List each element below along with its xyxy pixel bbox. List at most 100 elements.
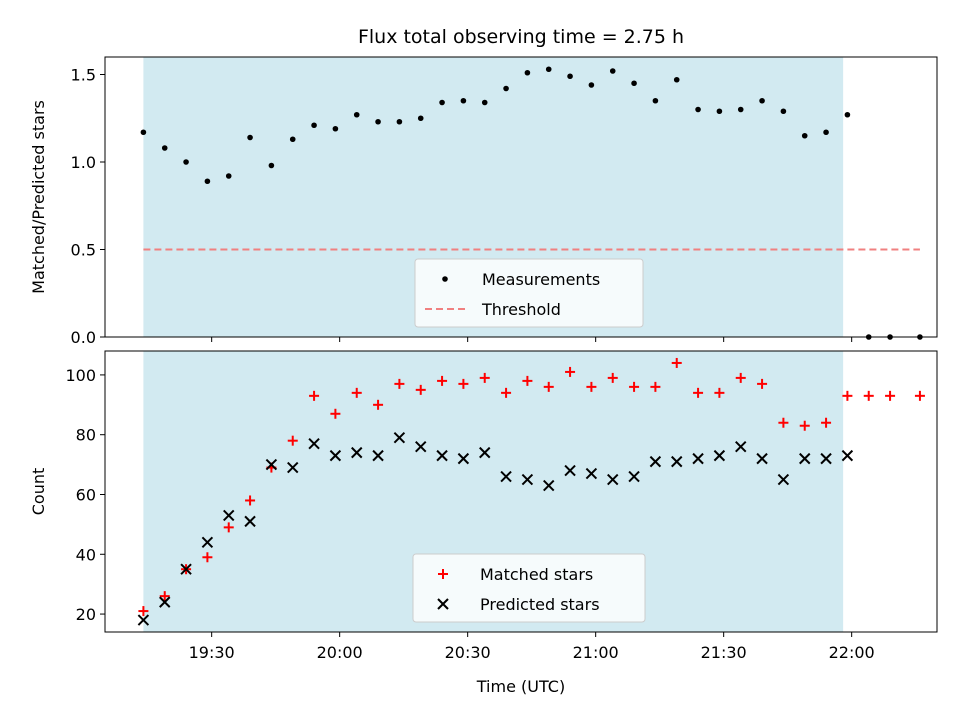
legend-label: Matched stars bbox=[480, 565, 593, 584]
y-tick-label: 20 bbox=[76, 605, 96, 624]
legend-label: Measurements bbox=[482, 270, 600, 289]
x-marker-b bbox=[223, 509, 235, 522]
legend-box bbox=[414, 258, 644, 328]
predicted-star-point bbox=[180, 563, 192, 575]
y-axis-label: Matched/Predicted stars bbox=[29, 100, 48, 294]
measurement-point bbox=[737, 106, 744, 113]
predicted-star-point bbox=[713, 449, 726, 462]
x-marker-b bbox=[585, 467, 598, 480]
matched-star-point bbox=[565, 366, 576, 377]
x-marker-b bbox=[159, 596, 171, 608]
matched-star-point bbox=[586, 381, 597, 392]
matched-star-point bbox=[607, 372, 618, 383]
predicted-star-point bbox=[692, 452, 704, 465]
predicted-star-point bbox=[201, 536, 214, 549]
measurement-point bbox=[247, 134, 253, 141]
x-axis-label: Time (UTC) bbox=[476, 677, 565, 696]
matched-star-point bbox=[287, 435, 298, 446]
measurement-point bbox=[183, 159, 189, 165]
x-marker-b bbox=[201, 536, 214, 549]
predicted-star-point bbox=[500, 470, 512, 483]
x-marker-b bbox=[692, 452, 704, 465]
matched-star-point bbox=[821, 417, 832, 428]
x-marker-b bbox=[564, 464, 576, 477]
matched-star-point bbox=[351, 387, 362, 398]
x-marker-b bbox=[393, 431, 406, 444]
predicted-star-point bbox=[159, 596, 171, 608]
x-marker-b bbox=[436, 449, 448, 462]
x-marker-b bbox=[479, 446, 491, 459]
measurement-point bbox=[375, 118, 381, 125]
predicted-star-point bbox=[735, 440, 747, 453]
chart-title: Flux total observing time = 2.75 h bbox=[358, 26, 684, 48]
predicted-star-point bbox=[393, 431, 406, 444]
measurement-point bbox=[311, 122, 317, 129]
matched-star-point bbox=[543, 381, 554, 392]
predicted-star-point bbox=[564, 464, 576, 477]
measurement-point bbox=[161, 145, 168, 151]
measurement-point bbox=[844, 111, 851, 118]
x-tick-label: 20:30 bbox=[445, 643, 491, 662]
legend: Matched stars Predicted stars bbox=[412, 553, 646, 623]
measurement-point bbox=[140, 129, 147, 136]
matched-star-point bbox=[629, 381, 640, 392]
series-matched-stars bbox=[138, 357, 925, 617]
predicted-star-point bbox=[457, 452, 470, 465]
matched-star-point bbox=[735, 372, 746, 383]
x-marker-b bbox=[777, 473, 790, 486]
predicted-star-point bbox=[415, 440, 427, 453]
measurement-point bbox=[481, 99, 488, 106]
x-marker-b bbox=[820, 452, 832, 465]
predicted-star-point bbox=[372, 449, 384, 462]
matched-star-point bbox=[650, 381, 661, 392]
predicted-star-point bbox=[585, 467, 598, 480]
matched-star-point bbox=[138, 606, 149, 617]
x-marker-b bbox=[351, 446, 363, 459]
matched-star-point bbox=[458, 378, 469, 389]
x-marker-b bbox=[543, 479, 555, 492]
measurement-point bbox=[609, 68, 616, 74]
x-marker-b bbox=[735, 440, 747, 453]
legend-dot-marker bbox=[442, 276, 448, 282]
measurement-point bbox=[396, 118, 403, 125]
predicted-star-point bbox=[265, 458, 278, 471]
measurement-point bbox=[588, 82, 595, 88]
measurement-point bbox=[652, 97, 659, 104]
legend-label: Threshold bbox=[481, 300, 561, 319]
x-marker-b bbox=[415, 440, 427, 453]
measurement-point bbox=[289, 136, 296, 143]
matched-star-point bbox=[415, 384, 426, 395]
x-tick-label: 22:00 bbox=[829, 643, 875, 662]
y-axis-label: Count bbox=[29, 468, 48, 516]
y-tick-label: 80 bbox=[76, 426, 96, 445]
measurement-point bbox=[759, 97, 765, 104]
predicted-star-point bbox=[649, 455, 662, 468]
measurement-point bbox=[524, 69, 531, 76]
predicted-star-point bbox=[244, 515, 256, 528]
matched-star-point bbox=[671, 357, 682, 368]
x-tick-label: 20:00 bbox=[317, 643, 363, 662]
matched-star-point bbox=[159, 591, 170, 602]
x-marker-b bbox=[457, 452, 470, 465]
x-marker-b bbox=[756, 452, 768, 465]
measurement-point bbox=[417, 115, 424, 122]
measurement-point bbox=[801, 132, 808, 139]
x-marker-b bbox=[137, 614, 150, 626]
measurement-point bbox=[545, 66, 552, 73]
matched-star-point bbox=[778, 417, 789, 428]
predicted-star-point bbox=[223, 509, 235, 522]
y-tick-label: 100 bbox=[65, 366, 96, 385]
x-marker-b bbox=[841, 449, 854, 462]
matched-star-point bbox=[522, 375, 533, 386]
measurement-point bbox=[503, 85, 509, 92]
measurement-point bbox=[631, 80, 637, 87]
series-measurements bbox=[140, 66, 923, 340]
predicted-star-point bbox=[628, 470, 640, 483]
matched-star-point bbox=[799, 420, 810, 431]
matched-star-point bbox=[863, 390, 874, 401]
x-marker-b bbox=[500, 470, 512, 483]
x-marker-b bbox=[265, 458, 278, 471]
measurement-point bbox=[673, 76, 680, 83]
measurement-point bbox=[332, 125, 339, 132]
measurement-point bbox=[268, 162, 275, 169]
